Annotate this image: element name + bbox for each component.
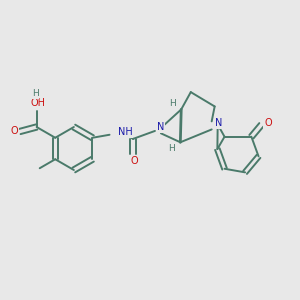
Text: NH: NH — [118, 127, 132, 137]
Text: H: H — [32, 89, 38, 98]
Text: OH: OH — [30, 98, 45, 108]
Text: O: O — [11, 126, 18, 136]
Text: H: H — [169, 99, 176, 108]
Text: O: O — [264, 118, 272, 128]
Text: N: N — [214, 118, 222, 128]
Text: O: O — [131, 156, 138, 166]
Text: N: N — [157, 122, 164, 132]
Text: H: H — [169, 144, 175, 153]
